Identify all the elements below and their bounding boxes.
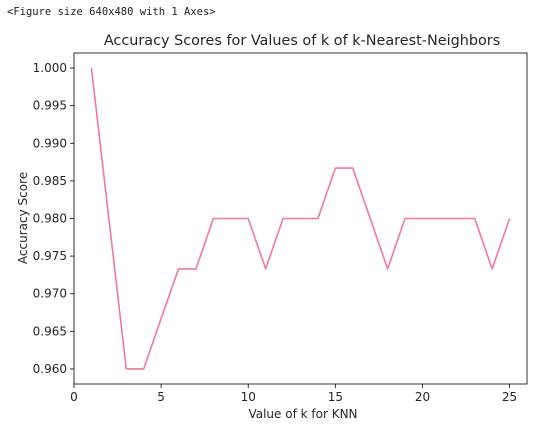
x-tick-label: 0 [70, 390, 78, 404]
y-axis-ticks: 0.960 0.965 0.970 0.975 0.980 0.985 0.990 0.995… [33, 61, 74, 376]
chart-title: Accuracy Scores for Values of k of k-Nea… [104, 33, 500, 49]
y-tick-label: 0.990 [33, 136, 67, 150]
y-tick-label: 0.985 [33, 174, 67, 188]
y-tick-label: 0.970 [33, 287, 67, 301]
x-tick-label: 15 [328, 390, 343, 404]
y-tick-label: 0.975 [33, 249, 67, 263]
y-axis-label: Accuracy Score [16, 172, 30, 264]
x-axis-label: Value of k for KNN [248, 407, 357, 421]
y-tick-label: 0.960 [33, 362, 67, 376]
y-tick-label: 0.980 [33, 212, 67, 226]
figure-repr-text: <Figure size 640x480 with 1 Axes> [7, 6, 216, 18]
x-tick-label: 10 [241, 390, 256, 404]
y-tick-label: 1.000 [33, 61, 67, 75]
x-tick-label: 25 [502, 390, 517, 404]
x-axis-ticks: 0 5 10 15 20 25 [70, 384, 517, 404]
x-tick-label: 5 [157, 390, 165, 404]
plot-area: 0.960 0.965 0.970 0.975 0.980 0.985 0.990 0.995… [33, 52, 528, 404]
accuracy-series-line [90, 67, 511, 370]
y-tick-label: 0.965 [33, 324, 67, 338]
y-tick-label: 0.995 [33, 99, 67, 113]
x-tick-label: 20 [415, 390, 430, 404]
